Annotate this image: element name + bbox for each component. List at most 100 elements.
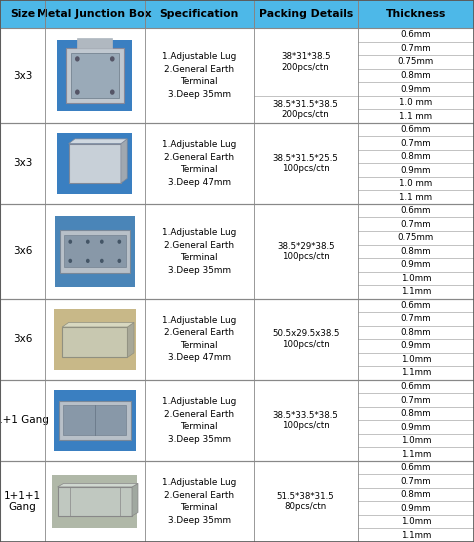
Bar — [45, 28, 145, 123]
Bar — [45, 461, 145, 542]
Bar — [358, 204, 474, 217]
Bar — [358, 244, 474, 258]
Bar — [64, 235, 126, 267]
Bar — [358, 353, 474, 366]
Circle shape — [75, 89, 80, 95]
Text: 0.6mm: 0.6mm — [401, 301, 431, 310]
Text: 0.7mm: 0.7mm — [401, 476, 431, 486]
Text: 1.Adjustable Lug
2.General Earth
Terminal
3.Deep 35mm: 1.Adjustable Lug 2.General Earth Termina… — [162, 478, 236, 525]
Bar — [71, 53, 118, 98]
Bar — [0, 380, 45, 461]
Text: 0.9mm: 0.9mm — [401, 504, 431, 513]
Bar — [59, 401, 131, 440]
Text: 0.6mm: 0.6mm — [401, 30, 431, 40]
Bar — [60, 230, 130, 273]
Bar — [45, 380, 145, 461]
Bar — [358, 474, 474, 488]
Bar — [66, 48, 124, 103]
Text: 3x6: 3x6 — [13, 246, 32, 256]
Bar — [358, 163, 474, 177]
Text: 38.5*31.5*38.5
200pcs/ctn: 38.5*31.5*38.5 200pcs/ctn — [273, 100, 338, 119]
Text: 38.5*29*38.5
100pcs/ctn: 38.5*29*38.5 100pcs/ctn — [277, 242, 335, 261]
Text: 1.1mm: 1.1mm — [401, 450, 431, 459]
Text: 1.Adjustable Lug
2.General Earth
Terminal
3.Deep 35mm: 1.Adjustable Lug 2.General Earth Termina… — [162, 52, 236, 99]
Circle shape — [75, 56, 80, 62]
Bar — [69, 144, 121, 183]
Bar — [57, 133, 132, 194]
Text: 0.7mm: 0.7mm — [401, 396, 431, 404]
Bar — [358, 528, 474, 542]
Bar — [254, 461, 358, 542]
Text: 0.7mm: 0.7mm — [401, 44, 431, 53]
Bar — [62, 327, 128, 357]
Bar — [145, 299, 254, 380]
Bar — [0, 0, 45, 28]
Bar — [358, 326, 474, 339]
Text: 0.8mm: 0.8mm — [401, 409, 431, 418]
Bar — [358, 42, 474, 55]
Circle shape — [118, 259, 121, 263]
Bar — [358, 150, 474, 163]
Text: 0.6mm: 0.6mm — [401, 125, 431, 134]
Bar — [145, 461, 254, 542]
Bar — [358, 299, 474, 312]
Bar — [358, 366, 474, 380]
Text: 0.7mm: 0.7mm — [401, 220, 431, 229]
Bar — [54, 309, 136, 370]
Bar — [358, 96, 474, 109]
Bar — [358, 0, 474, 28]
Bar — [45, 123, 145, 204]
Text: 0.7mm: 0.7mm — [401, 139, 431, 147]
Bar — [0, 204, 474, 299]
Bar — [254, 28, 358, 123]
Bar — [145, 380, 254, 461]
Bar — [57, 487, 132, 516]
Bar — [358, 190, 474, 204]
Text: 1.0mm: 1.0mm — [401, 436, 431, 445]
Text: 0.7mm: 0.7mm — [401, 314, 431, 324]
Text: 1+1+1
Gang: 1+1+1 Gang — [4, 491, 41, 512]
Bar — [358, 407, 474, 420]
Text: 0.6mm: 0.6mm — [401, 463, 431, 472]
Circle shape — [100, 259, 104, 263]
Text: 1.0 mm: 1.0 mm — [399, 179, 433, 188]
Text: 1.Adjustable Lug
2.General Earth
Terminal
3.Deep 47mm: 1.Adjustable Lug 2.General Earth Termina… — [162, 316, 236, 363]
Text: 1.Adjustable Lug
2.General Earth
Terminal
3.Deep 47mm: 1.Adjustable Lug 2.General Earth Termina… — [162, 140, 236, 186]
Text: 1.1mm: 1.1mm — [401, 531, 431, 540]
Bar — [145, 0, 254, 28]
Circle shape — [68, 240, 72, 244]
Bar — [254, 123, 358, 204]
Bar — [358, 258, 474, 272]
Bar — [254, 204, 358, 299]
Bar — [358, 515, 474, 528]
Bar — [358, 380, 474, 393]
Text: 0.75mm: 0.75mm — [398, 57, 434, 67]
Bar — [54, 390, 136, 451]
Text: 1.Adjustable Lug
2.General Earth
Terminal
3.Deep 35mm: 1.Adjustable Lug 2.General Earth Termina… — [162, 228, 236, 275]
Bar — [45, 204, 145, 299]
Text: 1.Adjustable Lug
2.General Earth
Terminal
3.Deep 35mm: 1.Adjustable Lug 2.General Earth Termina… — [162, 397, 236, 443]
Bar — [358, 231, 474, 244]
Polygon shape — [128, 322, 134, 357]
Text: 0.9mm: 0.9mm — [401, 341, 431, 351]
Bar — [0, 299, 45, 380]
Bar — [358, 55, 474, 69]
Polygon shape — [57, 483, 138, 487]
Text: 1+1 Gang: 1+1 Gang — [0, 415, 49, 425]
Text: Size: Size — [10, 9, 35, 19]
Bar — [358, 69, 474, 82]
Bar — [145, 28, 254, 123]
Text: 1.0mm: 1.0mm — [401, 274, 431, 283]
Circle shape — [110, 89, 115, 95]
Text: 1.0mm: 1.0mm — [401, 517, 431, 526]
Bar — [254, 299, 358, 380]
Bar — [63, 405, 127, 435]
Text: Specification: Specification — [159, 9, 239, 19]
Polygon shape — [69, 139, 127, 144]
Bar — [358, 82, 474, 96]
Text: 3x3: 3x3 — [13, 158, 32, 169]
Text: Packing Details: Packing Details — [259, 9, 353, 19]
Text: 0.6mm: 0.6mm — [401, 206, 431, 215]
Text: 38.5*33.5*38.5
100pcs/ctn: 38.5*33.5*38.5 100pcs/ctn — [273, 411, 338, 430]
Bar — [358, 109, 474, 123]
